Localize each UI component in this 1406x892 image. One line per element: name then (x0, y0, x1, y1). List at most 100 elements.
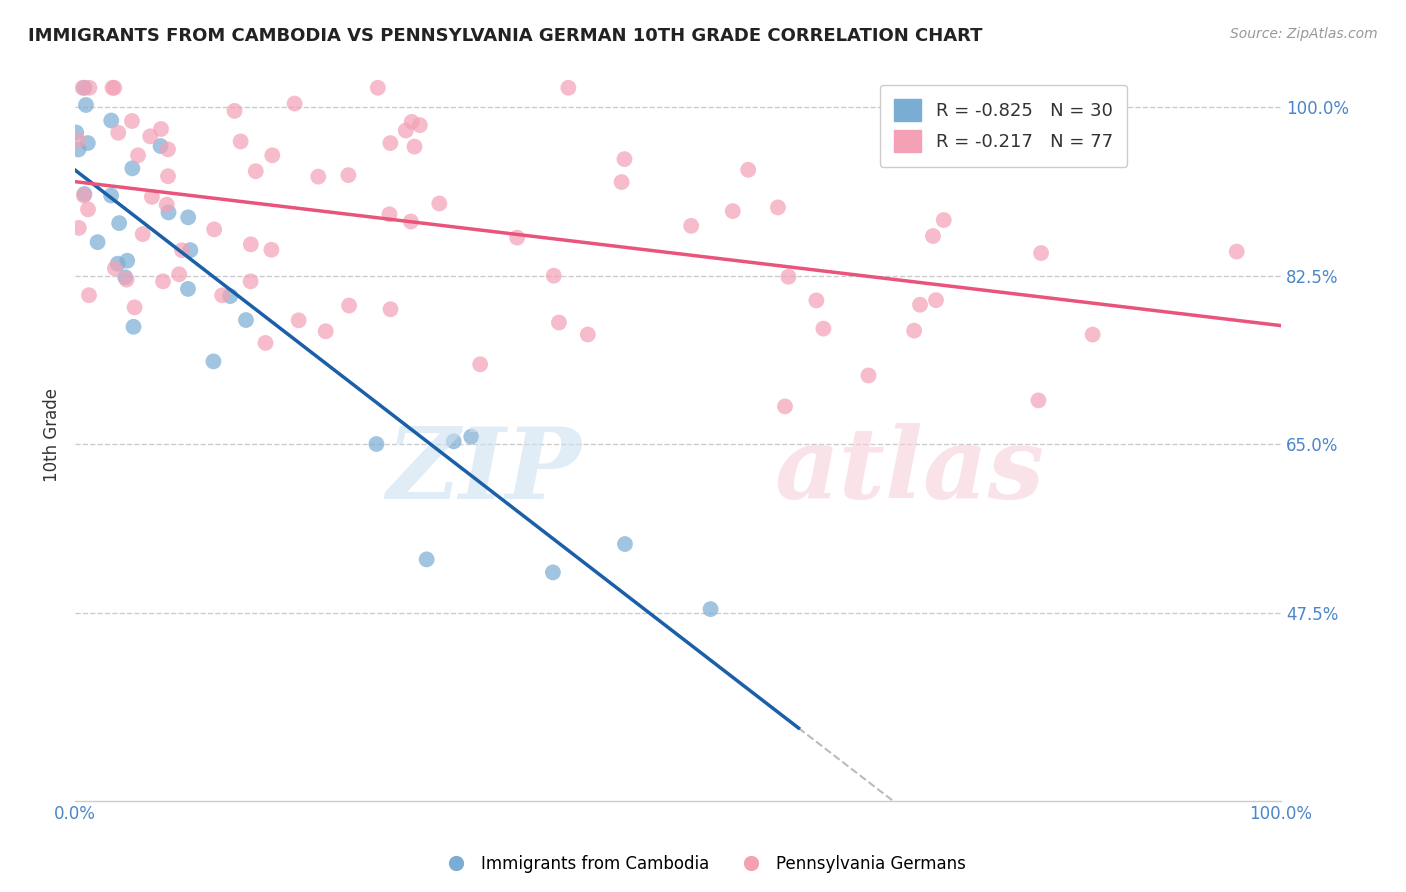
Point (773, 400, 796, 414)
Point (470, 357, 492, 371)
Point (177, 282, 200, 296)
Point (65, 126, 87, 140)
Point (121, 161, 143, 176)
Point (245, 164, 267, 178)
Point (613, 152, 636, 166)
Point (211, 288, 233, 302)
Point (858, 368, 880, 383)
Point (399, 214, 422, 228)
Point (337, 168, 360, 182)
Point (73, 188, 96, 202)
Point (179, 243, 201, 257)
Point (307, 169, 329, 184)
Point (460, 430, 482, 444)
Point (101, 80, 124, 95)
Point (443, 434, 465, 449)
Point (932, 213, 955, 227)
Legend: Immigrants from Cambodia, Pennsylvania Germans: Immigrants from Cambodia, Pennsylvania G… (433, 848, 973, 880)
Point (262, 148, 284, 162)
Point (737, 162, 759, 177)
Point (202, 354, 225, 368)
Point (778, 269, 800, 284)
Point (1226, 244, 1249, 259)
Point (409, 118, 432, 132)
Point (152, 274, 174, 288)
Point (908, 298, 931, 312)
Point (122, 319, 145, 334)
Point (67, 220, 90, 235)
Point (157, 169, 180, 184)
Point (380, 136, 402, 150)
Point (378, 207, 401, 221)
Point (75, 98, 97, 112)
Point (157, 205, 180, 219)
Point (813, 321, 835, 335)
Point (107, 257, 129, 271)
Point (219, 289, 242, 303)
Point (141, 190, 163, 204)
Point (170, 243, 193, 257)
Legend: R = -0.825   N = 30, R = -0.217   N = 77: R = -0.825 N = 30, R = -0.217 N = 77 (880, 85, 1128, 167)
Text: Source: ZipAtlas.com: Source: ZipAtlas.com (1230, 27, 1378, 41)
Point (315, 324, 337, 338)
Point (284, 96, 307, 111)
Point (925, 293, 948, 307)
Point (77, 202, 100, 217)
Point (681, 219, 703, 233)
Point (610, 175, 633, 189)
Point (104, 261, 127, 276)
Point (1029, 246, 1052, 260)
Point (77, 288, 100, 302)
Point (100, 113, 122, 128)
Point (548, 316, 571, 330)
Point (224, 103, 246, 118)
Point (76, 136, 98, 150)
Point (73, 187, 96, 202)
Point (543, 268, 565, 283)
Point (260, 243, 283, 257)
Point (380, 302, 402, 317)
Point (86, 235, 108, 249)
Point (401, 115, 423, 129)
Point (150, 122, 173, 136)
Point (1028, 393, 1050, 408)
Point (404, 139, 426, 153)
Point (287, 313, 309, 327)
Point (239, 274, 262, 288)
Point (107, 126, 129, 140)
Point (202, 222, 225, 236)
Point (100, 188, 122, 202)
Point (121, 114, 143, 128)
Point (177, 211, 200, 225)
Point (235, 313, 257, 327)
Text: atlas: atlas (775, 423, 1045, 519)
Point (922, 229, 945, 244)
Point (139, 129, 162, 144)
Point (115, 253, 138, 268)
Point (254, 335, 277, 350)
Point (395, 123, 418, 137)
Point (103, 80, 125, 95)
Point (229, 135, 252, 149)
Point (721, 204, 744, 219)
Point (766, 201, 789, 215)
Point (156, 142, 179, 156)
Point (79, 80, 101, 95)
Point (903, 324, 925, 338)
Point (576, 327, 599, 342)
Point (337, 299, 360, 313)
Point (127, 148, 149, 162)
Point (415, 552, 437, 566)
Point (541, 566, 564, 580)
Text: ZIP: ZIP (387, 423, 582, 519)
Point (167, 267, 190, 281)
Point (366, 437, 388, 451)
Point (156, 197, 179, 211)
Point (1081, 327, 1104, 342)
Point (239, 237, 262, 252)
Point (124, 301, 146, 315)
Point (114, 270, 136, 285)
Point (115, 272, 138, 286)
Point (72, 80, 94, 95)
Y-axis label: 10th Grade: 10th Grade (44, 387, 60, 482)
